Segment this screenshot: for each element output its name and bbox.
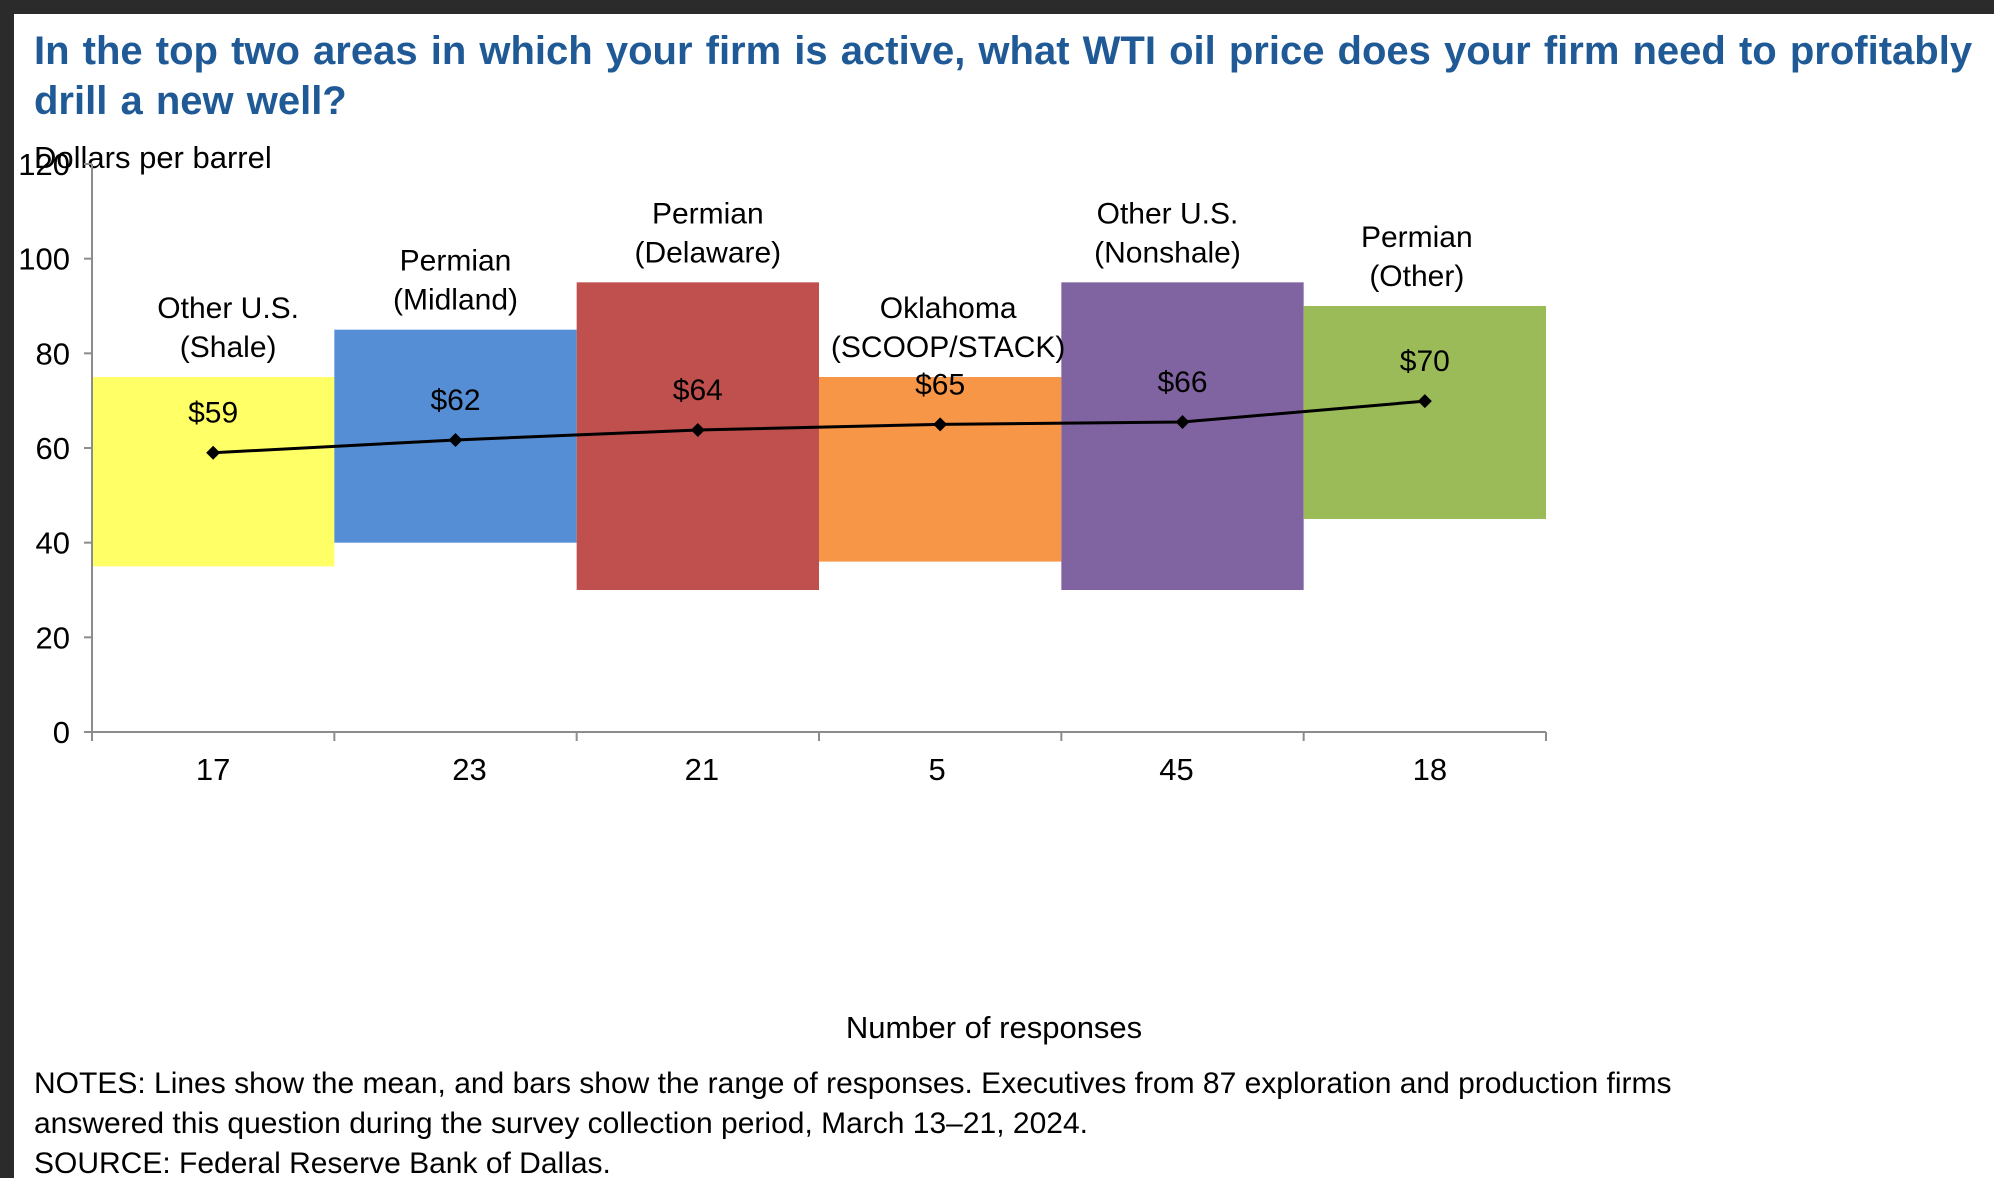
notes: NOTES: Lines show the mean, and bars sho… bbox=[34, 1064, 1979, 1178]
range-bar-5 bbox=[1061, 282, 1304, 590]
category-label: (Delaware) bbox=[634, 236, 781, 269]
range-bar-4 bbox=[819, 377, 1062, 562]
mean-point-5 bbox=[1175, 414, 1190, 429]
mean-point-3 bbox=[690, 423, 705, 438]
category-label: Other U.S. bbox=[1097, 197, 1239, 230]
x-tick-label: 18 bbox=[1413, 752, 1447, 787]
x-tick-label: 17 bbox=[196, 752, 230, 787]
mean-value-label: $64 bbox=[673, 374, 723, 407]
category-label: (Nonshale) bbox=[1094, 236, 1241, 269]
mean-value-label: $65 bbox=[915, 368, 965, 401]
mean-value-label: $66 bbox=[1157, 366, 1207, 399]
category-label: (Shale) bbox=[180, 331, 277, 364]
y-tick-label: 80 bbox=[36, 336, 70, 371]
x-tick-label: 21 bbox=[685, 752, 719, 787]
chart-frame: In the top two areas in which your firm … bbox=[14, 14, 1994, 1178]
mean-value-label: $59 bbox=[188, 397, 238, 430]
notes-line-2: answered this question during the survey… bbox=[34, 1107, 1088, 1140]
axes: 0 20 40 60 80 100 120 17 23 21 5 45 18 bbox=[18, 147, 1547, 787]
y-tick-label: 60 bbox=[36, 431, 70, 466]
category-label: Oklahoma bbox=[880, 292, 1017, 325]
y-tick-label: 0 bbox=[53, 715, 70, 750]
mean-point-4 bbox=[933, 417, 948, 432]
y-tick-label: 40 bbox=[36, 526, 70, 561]
chart-title: In the top two areas in which your firm … bbox=[34, 29, 1973, 123]
category-label: Permian bbox=[652, 197, 764, 230]
y-tick-label: 20 bbox=[36, 620, 70, 655]
mean-value-label: $62 bbox=[430, 384, 480, 417]
category-label: Other U.S. bbox=[157, 292, 299, 325]
category-label: Permian bbox=[1361, 221, 1473, 254]
y-tick-label: 120 bbox=[18, 147, 70, 182]
source-line: SOURCE: Federal Reserve Bank of Dallas. bbox=[34, 1147, 611, 1178]
mean-point-1 bbox=[206, 445, 221, 460]
range-bar-6 bbox=[1303, 306, 1546, 519]
mean-line-series bbox=[206, 394, 1432, 460]
range-bar-1 bbox=[92, 377, 335, 567]
mean-line bbox=[213, 399, 1425, 455]
category-label: (SCOOP/STACK) bbox=[831, 331, 1065, 364]
mean-value-label: $70 bbox=[1400, 345, 1450, 378]
x-tick-label: 5 bbox=[929, 752, 946, 787]
category-label: Permian bbox=[400, 245, 512, 278]
y-tick-label: 100 bbox=[18, 242, 70, 277]
chart-labels: $59 $62 $64 $65 $66 $70 Other U.S. (Shale) Permi… bbox=[157, 197, 1472, 429]
category-label: (Other) bbox=[1369, 260, 1464, 293]
range-bars bbox=[92, 282, 1546, 590]
category-label: (Midland) bbox=[393, 284, 518, 317]
notes-line-1: NOTES: Lines show the mean, and bars sho… bbox=[34, 1067, 1672, 1100]
x-axis-label-text: Number of responses bbox=[845, 1010, 1143, 1045]
mean-point-2 bbox=[448, 432, 463, 447]
x-axis-label: Number of responses bbox=[14, 1010, 1994, 1046]
y-axis-label: Dollars per barrel bbox=[34, 140, 272, 175]
x-tick-label: 45 bbox=[1159, 752, 1193, 787]
mean-point-6 bbox=[1417, 394, 1432, 409]
x-tick-label: 23 bbox=[452, 752, 486, 787]
